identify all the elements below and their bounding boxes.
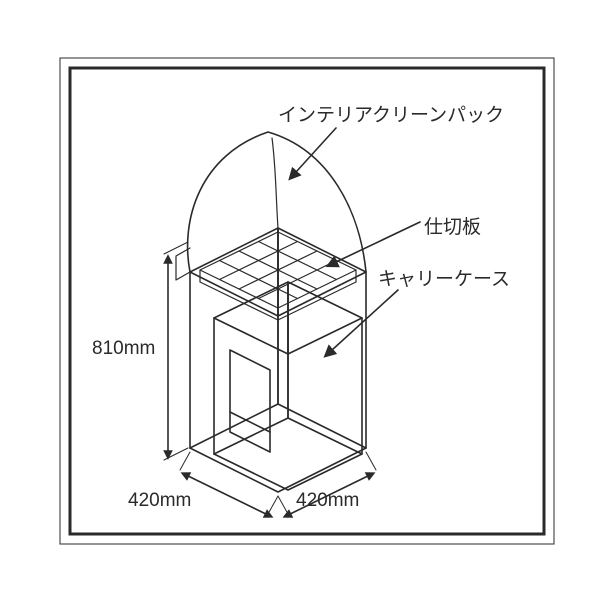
leader-divider (336, 222, 420, 262)
label-divider: 仕切板 (424, 212, 481, 239)
label-width-left: 420mm (128, 490, 191, 512)
label-width-right: 420mm (296, 490, 359, 512)
leader-pack (296, 128, 336, 172)
diagram-canvas: インテリアクリーンパック 仕切板 キャリーケース 810mm 420mm 420… (0, 0, 600, 600)
leader-carrycase (332, 290, 398, 350)
label-height: 810mm (92, 338, 155, 360)
label-carrycase: キャリーケース (378, 264, 510, 291)
label-pack: インテリアクリーンパック (278, 100, 504, 127)
pack-left-face (190, 228, 278, 448)
carry-case (214, 282, 362, 490)
